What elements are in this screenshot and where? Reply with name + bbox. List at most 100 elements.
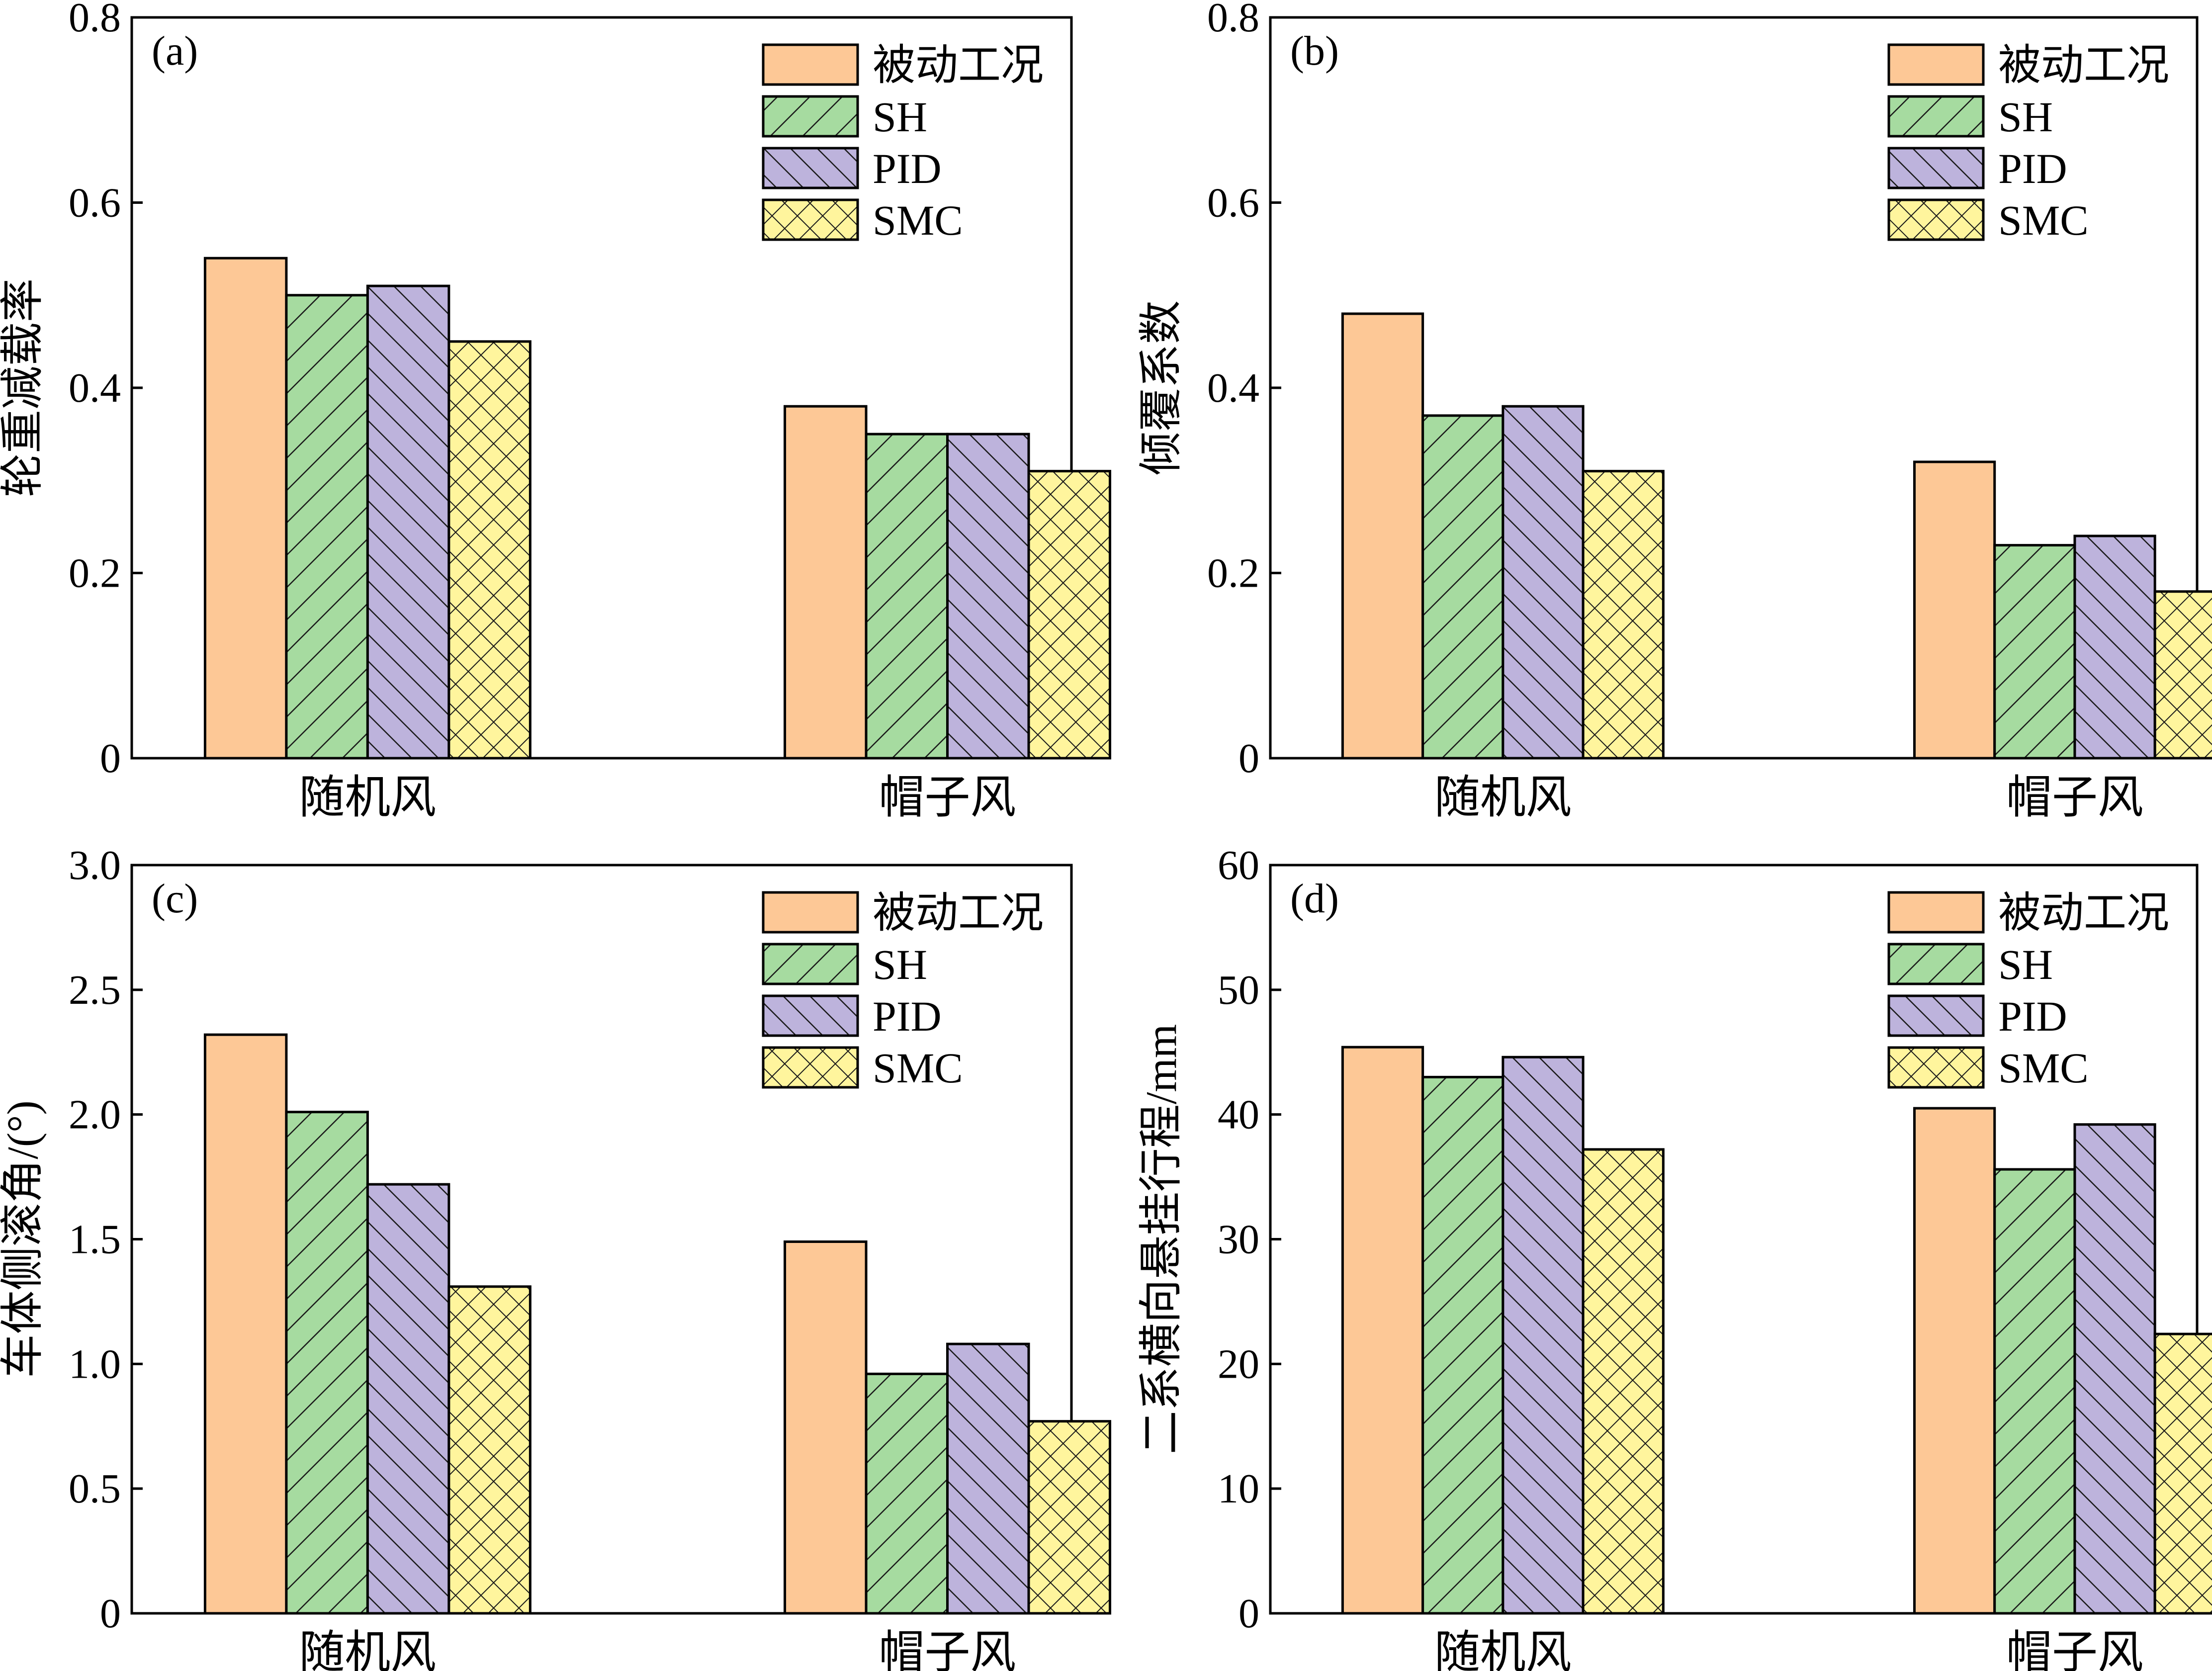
bar-a-0-0 <box>203 257 288 760</box>
bar-b-1-1 <box>1993 544 2076 760</box>
legend-swatch <box>762 891 859 934</box>
bar-d-0-2 <box>1502 1055 1585 1615</box>
legend-label: 被动工况 <box>1998 889 2169 937</box>
y-tick-label: 50 <box>1218 967 1259 1013</box>
bar-d-1-1 <box>1993 1168 2076 1615</box>
legend-label: SMC <box>873 196 963 244</box>
y-tick-label: 0.8 <box>1207 0 1259 41</box>
bar-c-1-1 <box>865 1372 949 1615</box>
bar-d-0-0 <box>1341 1046 1424 1615</box>
legend-label: SMC <box>873 1044 963 1092</box>
legend-label: 被动工况 <box>873 41 1044 89</box>
panel-label: (a) <box>152 28 198 74</box>
y-tick-label: 30 <box>1218 1217 1259 1263</box>
y-tick-label: 2.0 <box>69 1092 121 1138</box>
y-tick-label: 0 <box>1239 1590 1259 1637</box>
y-tick-label: 60 <box>1218 842 1259 888</box>
y-tick-label: 0 <box>100 1590 121 1637</box>
legend-swatch <box>1887 891 1985 934</box>
panel-label: (d) <box>1290 876 1339 922</box>
bar-b-1-0 <box>1913 460 1996 760</box>
bar-c-0-1 <box>285 1111 369 1615</box>
legend-swatch <box>1887 43 1985 86</box>
bar-a-0-2 <box>366 284 450 760</box>
panel-label: (b) <box>1290 28 1339 74</box>
bar-b-0-1 <box>1421 414 1504 760</box>
y-tick-label: 0.2 <box>1207 550 1259 597</box>
y-tick-label: 10 <box>1218 1466 1259 1512</box>
y-axis-label: 倾覆系数 <box>1138 300 1186 475</box>
bar-a-1-2 <box>946 433 1030 760</box>
y-tick-label: 0.6 <box>1207 180 1259 226</box>
bar-d-1-2 <box>2073 1123 2156 1615</box>
legend-swatch <box>762 943 859 985</box>
legend-label: SH <box>1998 941 2053 988</box>
x-category-label: 随机风 <box>1434 1627 1572 1671</box>
bar-c-1-0 <box>784 1240 868 1615</box>
legend-swatch <box>762 994 859 1037</box>
y-axis-label: 二系横向悬挂行程/mm <box>1138 1024 1186 1454</box>
bar-a-1-1 <box>865 433 949 760</box>
legend-swatch <box>762 95 859 138</box>
legend-swatch <box>762 147 859 189</box>
y-tick-label: 0.5 <box>69 1466 121 1512</box>
legend-swatch <box>762 198 859 241</box>
y-tick-label: 0.4 <box>1207 365 1259 411</box>
y-tick-label: 0.6 <box>69 180 121 226</box>
legend-swatch <box>762 43 859 86</box>
bar-d-0-3 <box>1582 1148 1665 1615</box>
bar-a-0-1 <box>285 294 369 760</box>
legend-label: PID <box>873 992 942 1040</box>
x-category-label: 随机风 <box>1434 772 1572 823</box>
bar-d-1-3 <box>2153 1332 2212 1615</box>
legend-label: PID <box>873 145 942 192</box>
y-tick-label: 0 <box>1239 735 1259 782</box>
y-axis-label: 车体侧滚角/(°) <box>0 1100 47 1378</box>
bar-c-1-3 <box>1027 1420 1111 1615</box>
y-tick-label: 0.4 <box>69 365 121 411</box>
legend-label: 被动工况 <box>1998 41 2169 89</box>
x-category-label: 帽子风 <box>2006 1627 2143 1671</box>
legend-swatch <box>1887 147 1985 189</box>
legend-swatch <box>1887 1046 1985 1089</box>
bar-b-0-0 <box>1341 312 1424 760</box>
x-category-label: 帽子风 <box>879 1627 1016 1671</box>
bar-b-1-3 <box>2153 590 2212 760</box>
y-tick-label: 1.5 <box>69 1217 121 1263</box>
legend-label: PID <box>1998 992 2067 1040</box>
legend-label: 被动工况 <box>873 889 1044 937</box>
bar-c-0-0 <box>203 1033 288 1615</box>
bar-d-0-1 <box>1421 1075 1504 1615</box>
y-axis-label: 轮重减载率 <box>0 278 47 497</box>
y-tick-label: 40 <box>1218 1092 1259 1138</box>
bar-c-0-3 <box>447 1285 531 1615</box>
bar-b-0-2 <box>1502 405 1585 760</box>
legend-label: SH <box>1998 93 2053 141</box>
bar-b-1-2 <box>2073 534 2156 760</box>
legend-label: SMC <box>1998 1044 2089 1092</box>
legend-swatch <box>1887 994 1985 1037</box>
legend-swatch <box>1887 943 1985 985</box>
x-category-label: 随机风 <box>299 1627 436 1671</box>
y-tick-label: 0.8 <box>69 0 121 41</box>
legend-label: SH <box>873 93 927 141</box>
x-category-label: 随机风 <box>299 772 436 823</box>
legend-label: SH <box>873 941 927 988</box>
bar-a-1-0 <box>784 405 868 760</box>
bar-c-1-2 <box>946 1342 1030 1615</box>
y-tick-label: 1.0 <box>69 1341 121 1387</box>
bar-c-0-2 <box>366 1183 450 1615</box>
bar-d-1-0 <box>1913 1107 1996 1615</box>
y-tick-label: 0.2 <box>69 550 121 597</box>
bar-a-1-3 <box>1027 470 1111 760</box>
panel-label: (c) <box>152 876 198 922</box>
bar-b-0-3 <box>1582 470 1665 760</box>
panel-c: 0 0.5 1.0 1.5 2.0 2.5 3.0 车体侧滚角/(°) (c) 随机风 帽子风 被动工… <box>0 842 1111 1671</box>
y-tick-label: 20 <box>1218 1341 1259 1387</box>
y-tick-label: 3.0 <box>69 842 121 888</box>
y-tick-label: 0 <box>100 735 121 782</box>
x-category-label: 帽子风 <box>2006 772 2143 823</box>
